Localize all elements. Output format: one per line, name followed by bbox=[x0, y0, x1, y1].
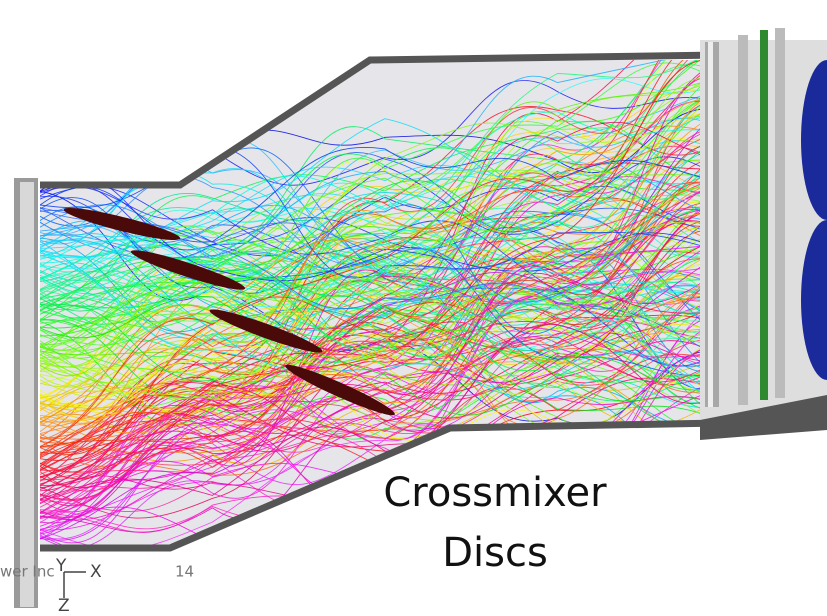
axis-label: X bbox=[90, 562, 102, 582]
footer-company: wer Inc bbox=[0, 563, 55, 581]
page-number: 14 bbox=[175, 563, 194, 581]
axis-label: Z bbox=[58, 596, 70, 616]
caption-line: Crossmixer bbox=[383, 470, 607, 516]
outlet-structure bbox=[700, 28, 827, 440]
caption-line: Discs bbox=[442, 530, 548, 576]
slide: Crossmixer Discs wer Inc 14 Y X Z bbox=[0, 0, 827, 616]
axis-triad bbox=[64, 572, 86, 598]
axis-label: Y bbox=[55, 556, 67, 576]
inlet-flange-face bbox=[20, 182, 34, 607]
